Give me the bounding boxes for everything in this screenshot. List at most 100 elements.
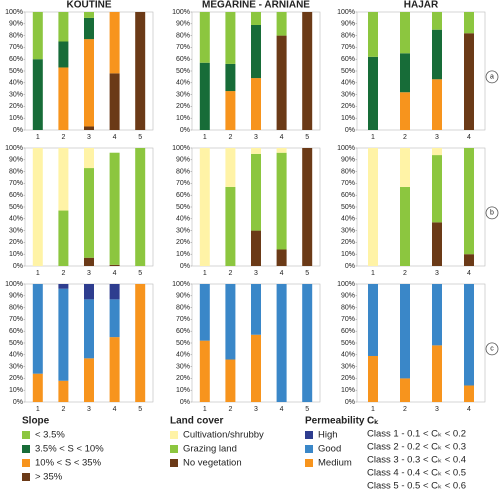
y-tick-label: 0% bbox=[180, 399, 190, 406]
y-tick-label: 0% bbox=[13, 263, 23, 270]
bar-segment bbox=[225, 148, 236, 187]
bar-segment bbox=[276, 12, 287, 36]
legend-swatch bbox=[22, 431, 30, 439]
legend-swatch bbox=[170, 445, 178, 453]
x-tick-label: 1 bbox=[371, 270, 375, 277]
x-tick-label: 5 bbox=[138, 270, 142, 277]
x-tick-label: 4 bbox=[467, 406, 471, 413]
y-tick-label: 10% bbox=[9, 115, 23, 122]
ck-class: Class 4 - 0.4 < Cₖ < 0.5 bbox=[367, 468, 466, 479]
x-tick-label: 3 bbox=[87, 270, 91, 277]
y-tick-label: 80% bbox=[176, 304, 190, 311]
bar-segment bbox=[84, 284, 94, 300]
y-tick-label: 20% bbox=[341, 103, 355, 110]
x-tick-label: 2 bbox=[403, 270, 407, 277]
x-tick-label: 5 bbox=[305, 406, 309, 413]
bar-segment bbox=[225, 63, 236, 92]
y-tick-label: 10% bbox=[341, 251, 355, 258]
bar-segment bbox=[225, 359, 236, 402]
bar-segment bbox=[432, 222, 442, 266]
y-tick-label: 100% bbox=[337, 281, 355, 288]
bar-segment bbox=[276, 152, 287, 250]
bar-segment bbox=[251, 230, 261, 266]
panel-title: HAJAR bbox=[404, 0, 439, 11]
y-tick-label: 90% bbox=[341, 293, 355, 300]
bar-segment bbox=[135, 284, 146, 402]
bar-segment bbox=[464, 33, 474, 130]
x-tick-label: 1 bbox=[371, 406, 375, 413]
bar-segment bbox=[432, 284, 442, 346]
y-tick-label: 40% bbox=[9, 80, 23, 87]
x-tick-label: 1 bbox=[36, 270, 40, 277]
y-tick-label: 10% bbox=[176, 251, 190, 258]
y-tick-label: 60% bbox=[176, 328, 190, 335]
x-tick-label: 5 bbox=[138, 134, 142, 141]
bar-segment bbox=[32, 284, 43, 374]
y-tick-label: 80% bbox=[341, 168, 355, 175]
panel-title: KOUTINE bbox=[67, 0, 112, 11]
y-tick-label: 20% bbox=[176, 239, 190, 246]
y-tick-label: 40% bbox=[341, 80, 355, 87]
x-tick-label: 4 bbox=[113, 134, 117, 141]
x-tick-label: 1 bbox=[36, 134, 40, 141]
x-tick-label: 3 bbox=[254, 406, 258, 413]
bar-segment bbox=[32, 59, 43, 131]
y-tick-label: 80% bbox=[9, 168, 23, 175]
y-tick-label: 60% bbox=[9, 56, 23, 63]
x-tick-label: 4 bbox=[280, 134, 284, 141]
y-tick-label: 80% bbox=[341, 32, 355, 39]
y-tick-label: 100% bbox=[172, 9, 190, 16]
y-tick-label: 90% bbox=[9, 293, 23, 300]
bar-segment bbox=[432, 155, 442, 223]
y-tick-label: 70% bbox=[9, 44, 23, 51]
y-tick-label: 40% bbox=[9, 352, 23, 359]
bar-segment bbox=[225, 12, 236, 64]
bar-segment bbox=[276, 148, 287, 153]
bar-segment bbox=[109, 152, 120, 265]
y-tick-label: 70% bbox=[9, 316, 23, 323]
y-tick-label: 80% bbox=[9, 32, 23, 39]
y-tick-label: 40% bbox=[176, 80, 190, 87]
bar-segment bbox=[135, 148, 146, 266]
y-tick-label: 10% bbox=[341, 387, 355, 394]
y-tick-label: 10% bbox=[176, 387, 190, 394]
y-tick-label: 40% bbox=[176, 352, 190, 359]
x-tick-label: 4 bbox=[113, 406, 117, 413]
y-tick-label: 20% bbox=[176, 375, 190, 382]
legend-title: Land cover bbox=[170, 416, 223, 427]
ck-title: Cₖ bbox=[367, 416, 379, 427]
legend-label: Grazing land bbox=[183, 444, 237, 455]
y-tick-label: 30% bbox=[341, 91, 355, 98]
bar-segment bbox=[432, 12, 442, 30]
bar-segment bbox=[276, 284, 287, 402]
y-tick-label: 10% bbox=[176, 115, 190, 122]
x-tick-label: 2 bbox=[228, 270, 232, 277]
y-tick-label: 40% bbox=[176, 216, 190, 223]
legend-label: < 3.5% bbox=[35, 430, 65, 441]
y-tick-label: 0% bbox=[345, 263, 355, 270]
x-tick-label: 3 bbox=[435, 406, 439, 413]
y-tick-label: 50% bbox=[9, 340, 23, 347]
bar-segment bbox=[109, 264, 120, 266]
bar-segment bbox=[199, 148, 210, 266]
y-tick-label: 70% bbox=[176, 180, 190, 187]
panel-title: MEGARINE - ARNIANE bbox=[202, 0, 310, 11]
bar-segment bbox=[58, 210, 69, 266]
x-tick-label: 2 bbox=[403, 134, 407, 141]
bar-segment bbox=[464, 12, 474, 34]
x-tick-label: 2 bbox=[228, 406, 232, 413]
legend-swatch bbox=[305, 445, 313, 453]
ck-class: Class 1 - 0.1 < Cₖ < 0.2 bbox=[367, 429, 466, 440]
y-tick-label: 100% bbox=[5, 9, 23, 16]
row-marker bbox=[485, 70, 499, 84]
y-tick-label: 60% bbox=[176, 192, 190, 199]
bar-segment bbox=[84, 148, 94, 169]
x-tick-label: 2 bbox=[403, 406, 407, 413]
bar-segment bbox=[400, 148, 410, 187]
y-tick-label: 90% bbox=[176, 157, 190, 164]
y-tick-label: 30% bbox=[176, 363, 190, 370]
x-tick-label: 2 bbox=[61, 406, 65, 413]
x-tick-label: 3 bbox=[87, 406, 91, 413]
x-tick-label: 1 bbox=[36, 406, 40, 413]
y-tick-label: 20% bbox=[9, 375, 23, 382]
